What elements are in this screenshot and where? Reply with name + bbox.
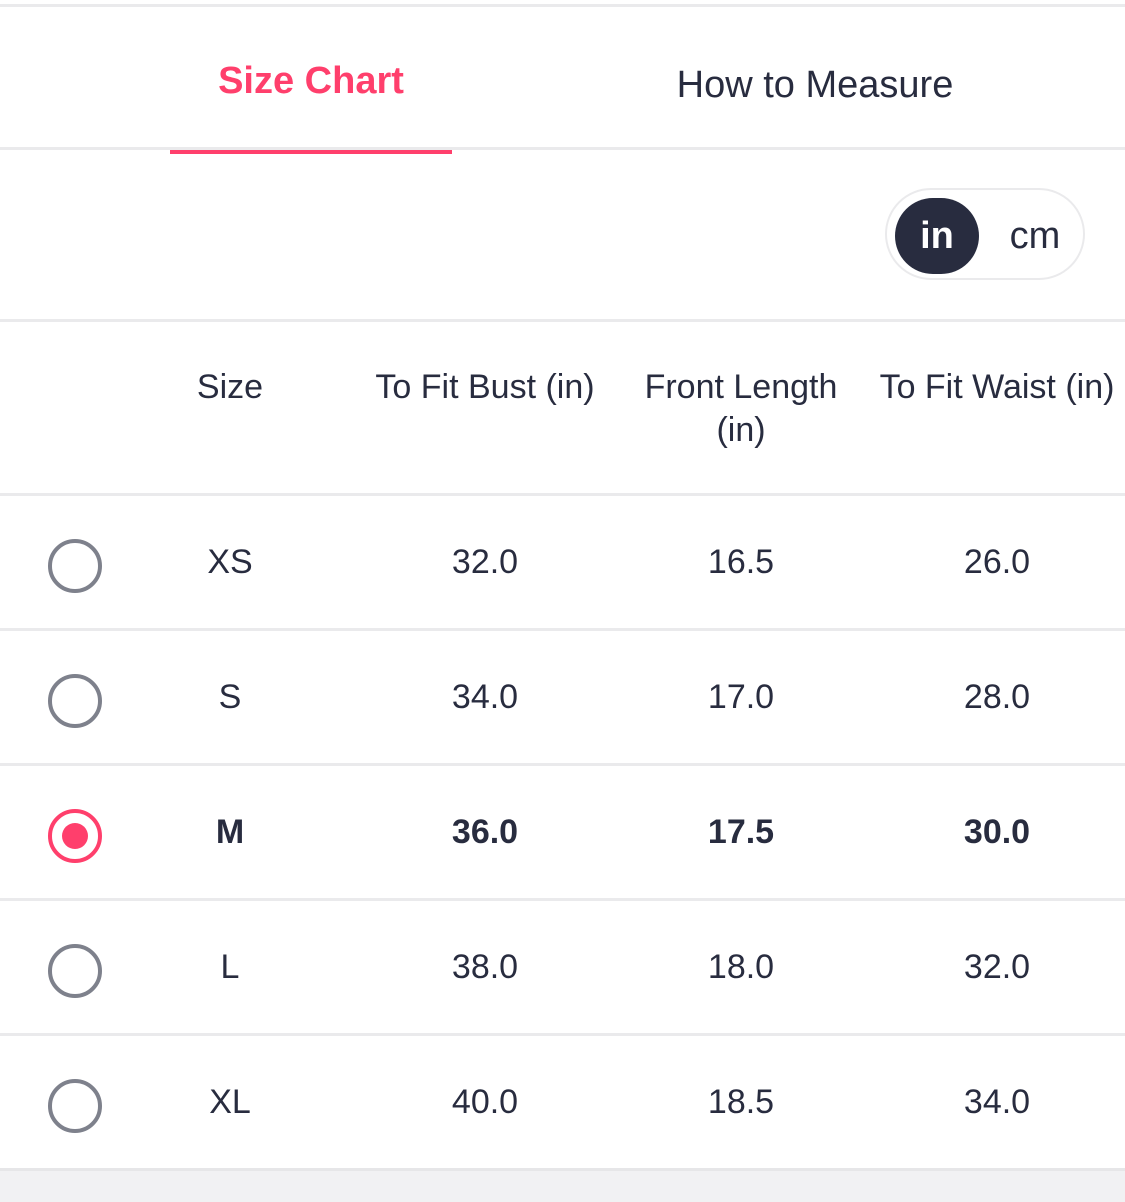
unit-toggle: in cm — [885, 188, 1085, 280]
header-front-length-line2: (in) — [716, 411, 766, 449]
cell-waist: 34.0 — [963, 1082, 1031, 1121]
tab-size-chart[interactable]: Size Chart — [170, 7, 452, 148]
cell-size: S — [218, 677, 242, 716]
radio-button-selected[interactable] — [48, 809, 102, 863]
header-size: Size — [196, 368, 264, 406]
cell-waist: 30.0 — [963, 812, 1031, 851]
tab-size-chart-label: Size Chart — [218, 60, 404, 102]
tab-how-to-measure-label: How to Measure — [676, 64, 954, 106]
cell-front-length: 17.5 — [707, 812, 775, 851]
cell-waist: 28.0 — [963, 677, 1031, 716]
radio-dot — [62, 823, 88, 849]
cell-front-length: 18.5 — [707, 1082, 775, 1121]
cell-waist: 32.0 — [963, 947, 1031, 986]
bottom-bar — [0, 1168, 1125, 1202]
cell-size: XS — [207, 542, 253, 581]
cell-front-length: 17.0 — [707, 677, 775, 716]
table-row[interactable]: S 34.0 17.0 28.0 — [0, 631, 1125, 763]
cell-bust: 34.0 — [451, 677, 519, 716]
cell-front-length: 18.0 — [707, 947, 775, 986]
radio-button[interactable] — [48, 539, 102, 593]
cell-bust: 32.0 — [451, 542, 519, 581]
size-table: Size To Fit Bust (in) Front Length (in) … — [0, 322, 1125, 1168]
tabs-divider — [0, 147, 1125, 150]
row-divider — [0, 898, 1125, 901]
radio-button[interactable] — [48, 674, 102, 728]
table-row[interactable]: XS 32.0 16.5 26.0 — [0, 496, 1125, 628]
cell-bust: 38.0 — [451, 947, 519, 986]
table-header: Size To Fit Bust (in) Front Length (in) … — [0, 322, 1125, 493]
unit-option-cm[interactable]: cm — [1009, 214, 1061, 257]
table-row-selected[interactable]: M 36.0 17.5 30.0 — [0, 766, 1125, 898]
tab-how-to-measure[interactable]: How to Measure — [600, 7, 1030, 148]
cell-size: XL — [209, 1082, 251, 1121]
header-front-length-line1: Front Length — [644, 368, 838, 406]
row-divider — [0, 628, 1125, 631]
table-row[interactable]: XL 40.0 18.5 34.0 — [0, 1036, 1125, 1168]
radio-button[interactable] — [48, 1079, 102, 1133]
unit-option-in[interactable]: in — [895, 198, 979, 274]
cell-size: L — [220, 947, 240, 986]
radio-button[interactable] — [48, 944, 102, 998]
row-divider — [0, 763, 1125, 766]
cell-front-length: 16.5 — [707, 542, 775, 581]
cell-size: M — [215, 812, 245, 851]
cell-bust: 36.0 — [451, 812, 519, 851]
row-divider — [0, 493, 1125, 496]
top-divider — [0, 4, 1125, 7]
table-top-divider — [0, 319, 1125, 322]
table-row[interactable]: L 38.0 18.0 32.0 — [0, 901, 1125, 1033]
header-front-length: Front Length (in) — [613, 366, 869, 452]
tab-bar: Size Chart How to Measure — [0, 7, 1125, 154]
header-bust: To Fit Bust (in) — [375, 368, 595, 406]
cell-waist: 26.0 — [963, 542, 1031, 581]
active-tab-indicator — [170, 148, 452, 154]
cell-bust: 40.0 — [451, 1082, 519, 1121]
row-divider — [0, 1033, 1125, 1036]
header-waist: To Fit Waist (in) — [879, 368, 1115, 406]
